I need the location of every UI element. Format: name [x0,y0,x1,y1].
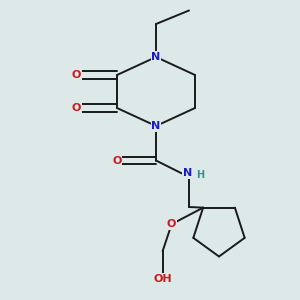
Text: H: H [196,170,205,181]
Text: O: O [167,219,176,229]
Text: N: N [183,168,192,178]
Text: O: O [72,70,81,80]
Text: O: O [112,155,122,166]
Text: N: N [152,52,160,62]
Text: N: N [152,121,160,131]
Text: OH: OH [153,274,172,284]
Text: O: O [72,103,81,113]
